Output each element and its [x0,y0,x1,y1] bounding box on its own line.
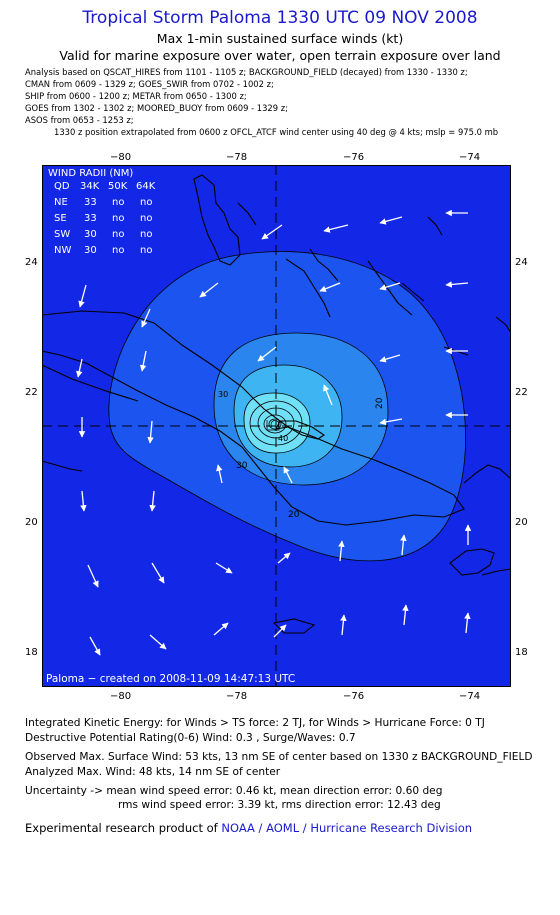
uncertainty-mean: Uncertainty -> mean wind speed error: 0.… [25,785,443,797]
wind-radii-value: 33 [84,197,97,208]
lon-tick: −74 [459,152,481,163]
analysis-line: Analysis based on QSCAT_HIRES from 1101 … [25,67,468,77]
map-frame [42,165,511,687]
credit-prefix: Experimental research product of [25,821,222,835]
wind-radii-value: no [140,245,152,256]
wind-radii-value: no [112,245,124,256]
subtitle: Max 1-min sustained surface winds (kt) [156,31,404,46]
credit-line: Experimental research product of NOAA / … [25,821,472,835]
wind-radii-value: no [112,197,124,208]
lon-tick: −76 [343,152,365,163]
wind-radii-header: 34K [80,181,100,192]
wind-radii-value: no [140,229,152,240]
analysis-line: CMAN from 0609 - 1329 z; GOES_SWIR from … [25,79,274,89]
observed-max-wind: Observed Max. Surface Wind: 53 kts, 13 n… [25,751,533,763]
wind-field-map: 30 20 20 40 30 WIND RADII (NM) QD 34K 50… [42,165,511,687]
lon-tick: −78 [226,691,248,702]
wind-radii-value: no [112,213,124,224]
coastlines [42,174,511,634]
contour-label: 20 [375,397,385,409]
wind-band-core [243,392,311,454]
contour-label: 20 [288,510,300,520]
analysis-line: SHIP from 0600 - 1200 z; METAR from 0650… [25,91,247,101]
lat-tick: 18 [515,647,528,658]
wind-radii-quadrant: NW [54,245,71,256]
wind-radii-header: 64K [136,181,156,192]
lon-tick: −80 [110,152,132,163]
hrd-link[interactable]: NOAA / AOML / Hurricane Research Divisio… [221,821,473,835]
wind-radii-header: 50K [108,181,128,192]
lat-tick: 18 [25,647,38,658]
lat-tick: 20 [515,517,528,528]
wind-radii-header: QD [54,181,70,192]
wind-radii-value: 30 [84,245,97,256]
ike-line: Integrated Kinetic Energy: for Winds > T… [25,717,485,729]
position-note: 1330 z position extrapolated from 0600 z… [54,127,499,137]
dpr-line: Destructive Potential Rating(0-6) Wind: … [25,732,356,744]
wind-radii-table: WIND RADII (NM) QD 34K 50K 64K NE 33 no … [48,168,156,256]
map-credit: Paloma − created on 2008-11-09 14:47:13 … [46,673,295,685]
contour-label: 30 [218,390,228,399]
wind-vectors [76,209,472,656]
wind-radii-value: 33 [84,213,97,224]
analysis-line: ASOS from 0653 - 1253 z; [25,115,134,125]
lon-tick: −74 [459,691,481,702]
lon-tick: −78 [226,152,248,163]
wind-radii-quadrant: SE [54,213,67,224]
lat-tick: 24 [25,257,38,268]
wind-radii-value: no [112,229,124,240]
lat-tick: 22 [515,387,528,398]
wind-radii-quadrant: SW [54,229,70,240]
contour-label: 30 [236,461,248,471]
wind-radii-value: 30 [84,229,97,240]
lon-tick: −80 [110,691,132,702]
lon-tick: −76 [343,691,365,702]
analyzed-max-wind: Analyzed Max. Wind: 48 kts, 14 nm SE of … [25,766,281,778]
wind-radii-quadrant: NE [54,197,68,208]
lat-tick: 20 [25,517,38,528]
contour-label: 40 [278,434,288,443]
uncertainty-rms: rms wind speed error: 3.39 kt, rms direc… [118,799,441,811]
analysis-line: GOES from 1302 - 1302 z; MOORED_BUOY fro… [25,103,288,113]
wind-radii-value: no [140,213,152,224]
lat-tick: 24 [515,257,528,268]
wind-radii-value: no [140,197,152,208]
lat-tick: 22 [25,387,38,398]
page-title: Tropical Storm Paloma 1330 UTC 09 NOV 20… [82,8,478,28]
valid-note: Valid for marine exposure over water, op… [59,48,501,63]
wind-radii-title: WIND RADII (NM) [48,168,133,179]
